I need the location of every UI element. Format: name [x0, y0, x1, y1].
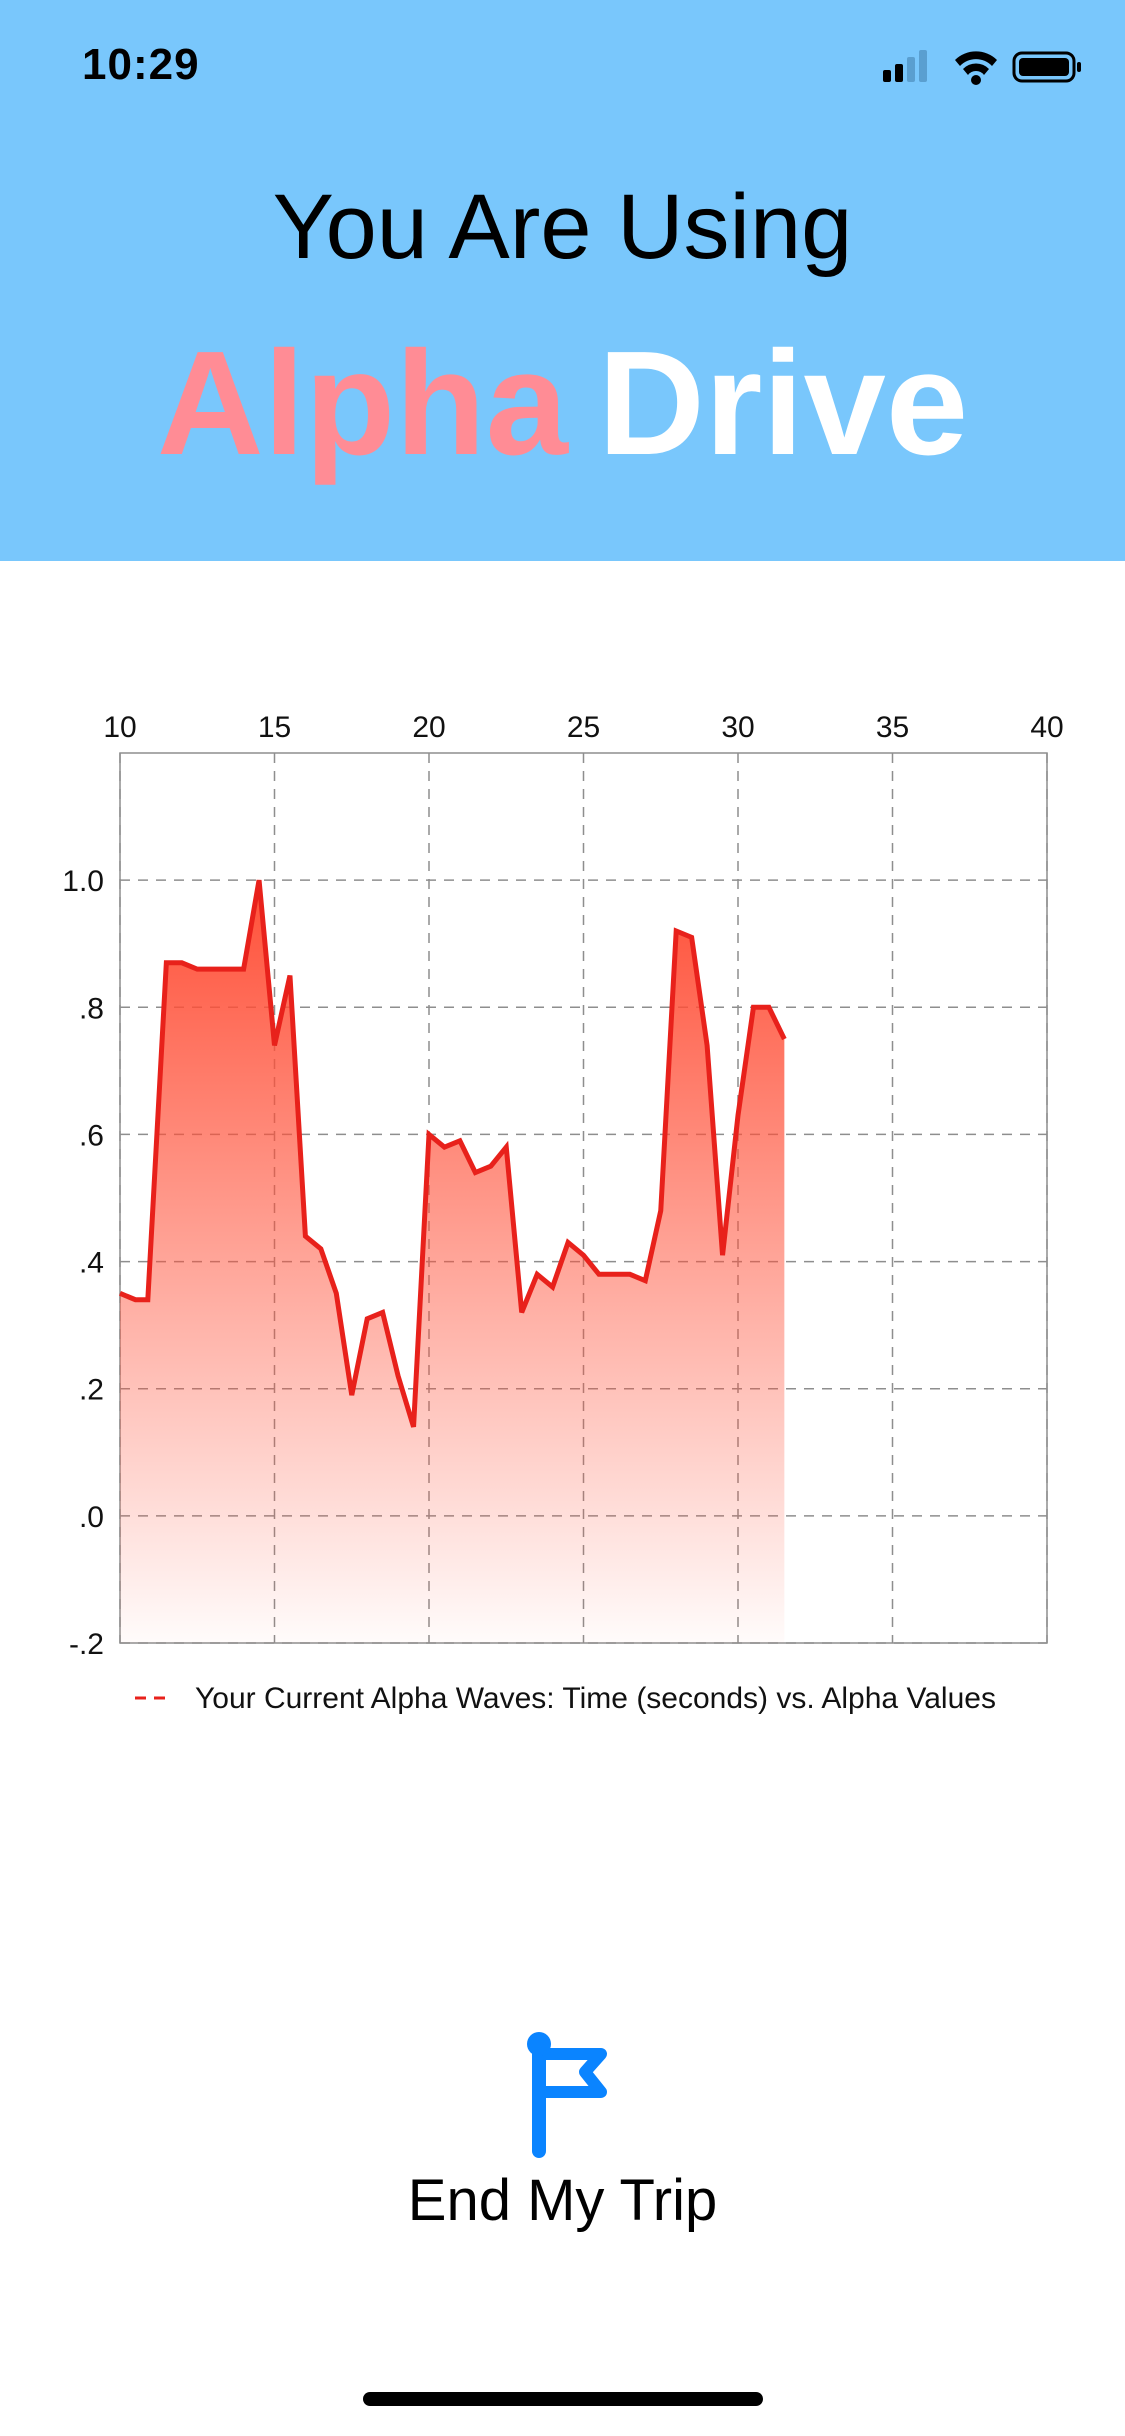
alpha-wave-chart: 10 15 20 25 30 35 40 1.0 .8 .6 .4 .2 .0 -.2 Your Cur… [0, 561, 1125, 1761]
end-trip-label: End My Trip [407, 2168, 718, 2233]
status-icons [883, 46, 1083, 91]
data-points [119, 880, 785, 1427]
brand-logo: Alpha Drive [0, 330, 1125, 478]
series-line [119, 879, 787, 1428]
wifi-icon [955, 51, 997, 85]
series-area [120, 880, 785, 1643]
cellular-signal-icon [883, 50, 927, 82]
y-tick-label: .4 [79, 1247, 104, 1280]
y-tick-label: -.2 [69, 1628, 104, 1661]
flag-icon [526, 2032, 607, 2158]
y-tick-label: .2 [79, 1374, 104, 1407]
y-tick-label: .8 [79, 992, 104, 1025]
x-axis-ticks: 10 15 20 25 30 35 40 [103, 711, 1063, 744]
brand-alpha: Alpha [156, 321, 568, 486]
battery-icon [1012, 51, 1081, 83]
chart-canvas: 10 15 20 25 30 35 40 1.0 .8 .6 .4 .2 .0 -.2 Your Cur… [62, 711, 1063, 1715]
x-tick-label: 20 [412, 711, 445, 744]
x-tick-label: 25 [567, 711, 600, 744]
x-tick-label: 35 [876, 711, 909, 744]
x-tick-label: 10 [103, 711, 136, 744]
y-tick-label: .0 [79, 1501, 104, 1534]
end-trip-button[interactable]: End My Trip [0, 2030, 1125, 2234]
legend-label: Your Current Alpha Waves: Time (seconds)… [195, 1682, 996, 1715]
y-tick-label: .6 [79, 1119, 104, 1152]
x-tick-label: 30 [721, 711, 754, 744]
x-tick-label: 40 [1030, 711, 1063, 744]
x-tick-label: 15 [258, 711, 291, 744]
status-time: 10:29 [82, 40, 200, 89]
y-tick-label: 1.0 [62, 865, 104, 898]
app-header: 10:29 You Are Using Alpha Drive [0, 0, 1125, 561]
brand-drive: Drive [597, 321, 969, 486]
home-indicator[interactable] [363, 2392, 763, 2406]
y-axis-ticks: 1.0 .8 .6 .4 .2 .0 -.2 [62, 865, 104, 1661]
chart-legend: Your Current Alpha Waves: Time (seconds)… [135, 1682, 996, 1715]
header-title: You Are Using [272, 176, 853, 278]
